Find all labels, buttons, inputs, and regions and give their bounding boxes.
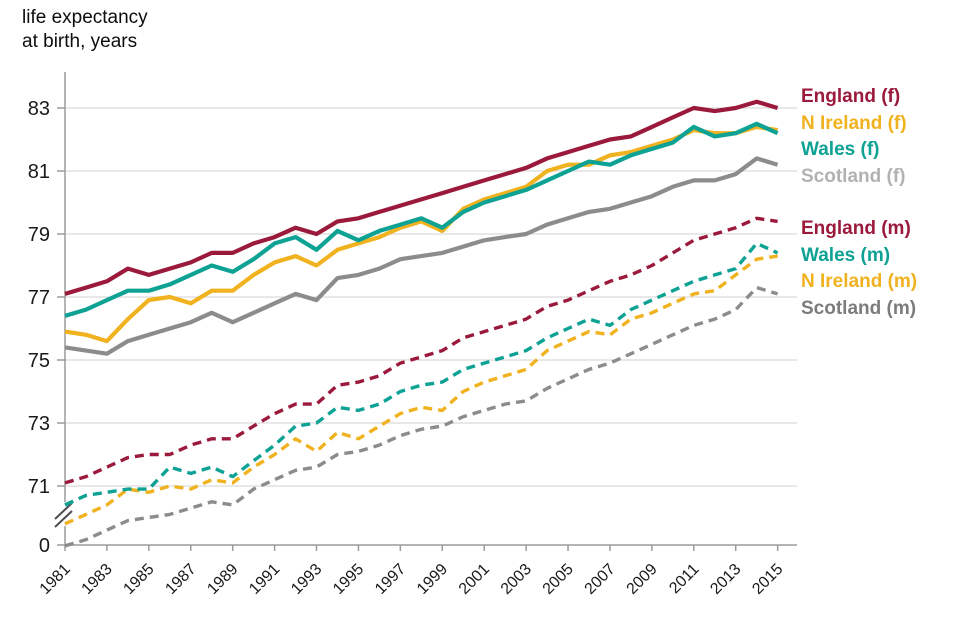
x-tick-label: 2015 xyxy=(749,561,786,598)
series-line-wales-f xyxy=(64,121,779,318)
axis-break-icon xyxy=(54,502,73,528)
x-tick-label: 1989 xyxy=(204,561,241,598)
x-tick-label: 2005 xyxy=(540,561,577,598)
x-tick-label: 1981 xyxy=(37,561,74,598)
legend-item-england-f: England (f) xyxy=(801,86,901,107)
legend-item-scotland-f: Scotland (f) xyxy=(801,165,906,187)
y-tick-label: 77 xyxy=(28,287,50,309)
chart-title-line2: at birth, years xyxy=(22,31,138,52)
series-line-england-f xyxy=(64,99,779,296)
x-tick-label: 2011 xyxy=(666,561,702,597)
x-tick-label: 1997 xyxy=(372,561,409,598)
series-line-n-ireland-f xyxy=(64,124,778,344)
x-tick-label: 2001 xyxy=(456,561,493,598)
gridlines xyxy=(65,107,797,487)
x-tick-label: 1983 xyxy=(79,561,116,598)
x-tick-label: 1999 xyxy=(414,561,451,598)
legend-item-nireland-m: N Ireland (m) xyxy=(801,271,918,292)
legend-item-wales-m: Wales (m) xyxy=(801,244,891,266)
x-tick-label: 2009 xyxy=(624,561,661,598)
y-axis: 83 81 79 77 75 73 71 0 xyxy=(28,72,66,557)
chart-title: life expectancy at birth, years xyxy=(22,6,148,54)
x-axis: 1981 1983 1985 1987 1989 1991 1993 1995 1997 1999… xyxy=(37,544,797,598)
y-tick-label: 73 xyxy=(28,413,50,435)
y-tick-label: 71 xyxy=(28,476,50,498)
series-line-scotland-m xyxy=(64,285,779,548)
legend-item-nireland-f: N Ireland (f) xyxy=(801,112,907,134)
y-tick-label: 75 xyxy=(28,350,50,372)
y-tick-label: 81 xyxy=(28,161,50,183)
legend-item-scotland-m: Scotland (m) xyxy=(801,297,917,319)
series-line-england-m xyxy=(64,216,778,485)
x-tick-label: 2013 xyxy=(707,561,744,598)
series-line-scotland-f xyxy=(64,156,779,356)
legend-group-female: England (f) N Ireland (f) Wales (f) Scot… xyxy=(801,84,907,190)
legend-item-wales-f: Wales (f) xyxy=(801,139,880,160)
legend-group-male: England (m) Wales (m) N Ireland (m) Scot… xyxy=(801,216,917,322)
x-tick-label: 1985 xyxy=(120,561,157,598)
x-tick-label: 1991 xyxy=(246,561,283,598)
chart-title-line1: life expectancy xyxy=(22,7,148,28)
x-tick-label: 1993 xyxy=(288,561,325,598)
x-tick-label: 2007 xyxy=(582,561,619,598)
x-tick-label: 1995 xyxy=(330,561,367,598)
y-tick-label: 79 xyxy=(28,224,50,246)
y-origin-label: 0 xyxy=(39,535,50,557)
y-tick-label: 83 xyxy=(28,98,50,120)
series-line-wales-m xyxy=(64,241,779,507)
x-tick-label: 2003 xyxy=(498,561,535,598)
legend-item-england-m: England (m) xyxy=(801,218,911,239)
x-tick-label: 1987 xyxy=(162,561,199,598)
